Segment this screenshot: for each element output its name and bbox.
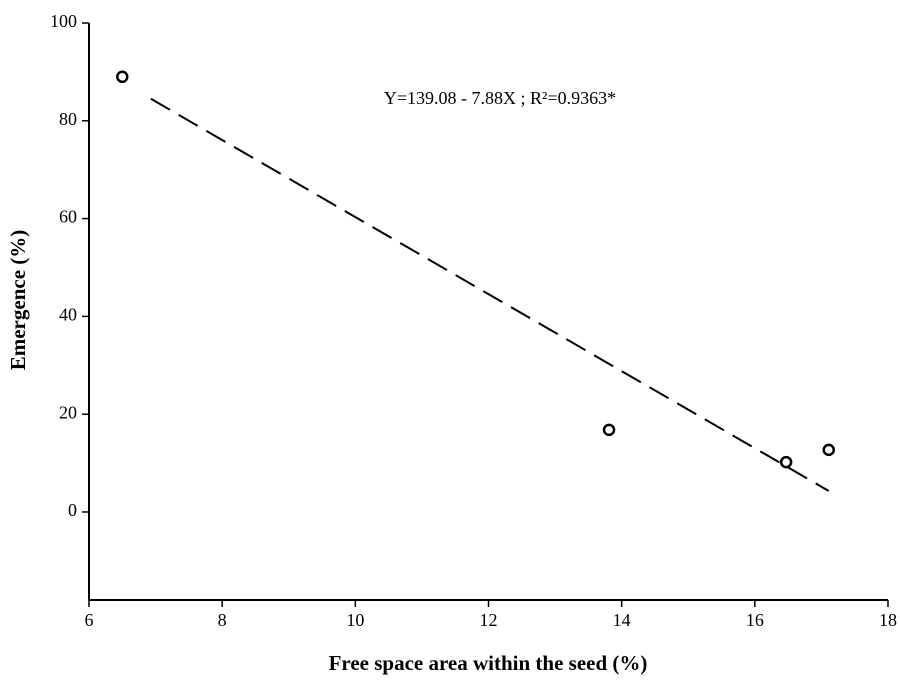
x-tick-label: 12 xyxy=(480,610,498,630)
x-tick-label: 18 xyxy=(879,610,897,630)
y-tick-label: 60 xyxy=(59,207,77,227)
x-tick-label: 16 xyxy=(746,610,764,630)
data-point xyxy=(822,443,835,457)
trend-line xyxy=(150,97,830,492)
x-tick-label: 14 xyxy=(613,610,631,630)
x-tick-label: 8 xyxy=(218,610,227,630)
x-tick-label: 6 xyxy=(85,610,94,630)
y-axis-label: Emergence (%) xyxy=(6,230,30,371)
y-tick-label: 0 xyxy=(68,500,77,520)
y-tick-label: 100 xyxy=(50,11,77,31)
y-tick-label: 40 xyxy=(59,305,77,325)
data-point xyxy=(602,423,616,437)
y-tick-label: 20 xyxy=(59,402,77,422)
annotation: Y=139.08 - 7.88X ; R²=0.9363* xyxy=(384,88,616,108)
data-point xyxy=(779,455,793,469)
x-axis-label: Free space area within the seed (%) xyxy=(329,651,648,675)
x-tick-label: 10 xyxy=(346,610,364,630)
data-point xyxy=(116,70,129,84)
y-tick-label: 80 xyxy=(59,109,77,129)
